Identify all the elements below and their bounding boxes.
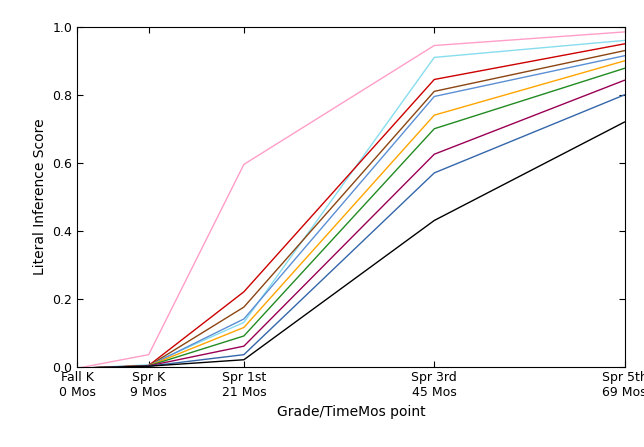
X-axis label: Grade/TimeMos point: Grade/TimeMos point bbox=[277, 405, 425, 419]
Y-axis label: Literal Inference Score: Literal Inference Score bbox=[33, 118, 47, 275]
